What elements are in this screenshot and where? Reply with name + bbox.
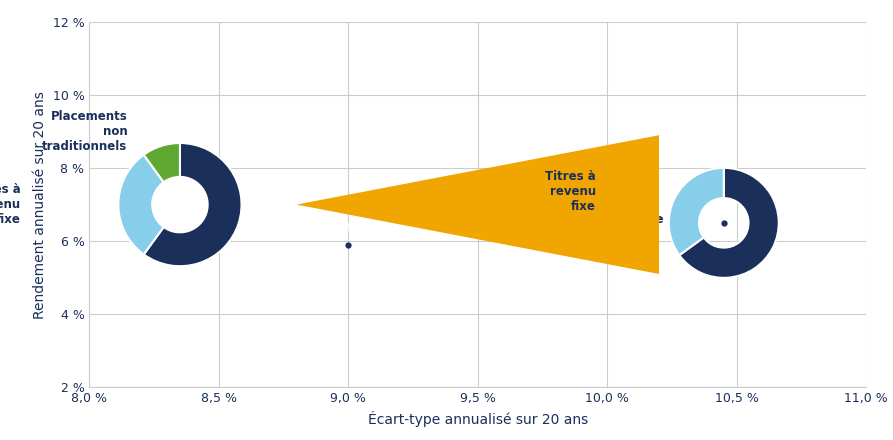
Wedge shape: [669, 168, 723, 255]
Text: Actions: Actions: [332, 222, 381, 235]
Text: Actions: Actions: [852, 247, 893, 260]
Wedge shape: [144, 143, 180, 182]
Text: Titres à
revenu
fixe: Titres à revenu fixe: [546, 170, 596, 213]
Wedge shape: [119, 155, 163, 254]
Y-axis label: Rendement annualisé sur 20 ans: Rendement annualisé sur 20 ans: [33, 91, 47, 319]
X-axis label: Écart-type annualisé sur 20 ans: Écart-type annualisé sur 20 ans: [368, 411, 588, 427]
Text: Amélioration
de 4,2 % du
ratio de Sharpe: Amélioration de 4,2 % du ratio de Sharpe: [547, 183, 663, 226]
Wedge shape: [680, 168, 779, 278]
Text: Titres à
revenu
fixe: Titres à revenu fixe: [0, 183, 21, 226]
Wedge shape: [144, 143, 241, 266]
Text: Placements
non
traditionnels: Placements non traditionnels: [42, 110, 128, 154]
